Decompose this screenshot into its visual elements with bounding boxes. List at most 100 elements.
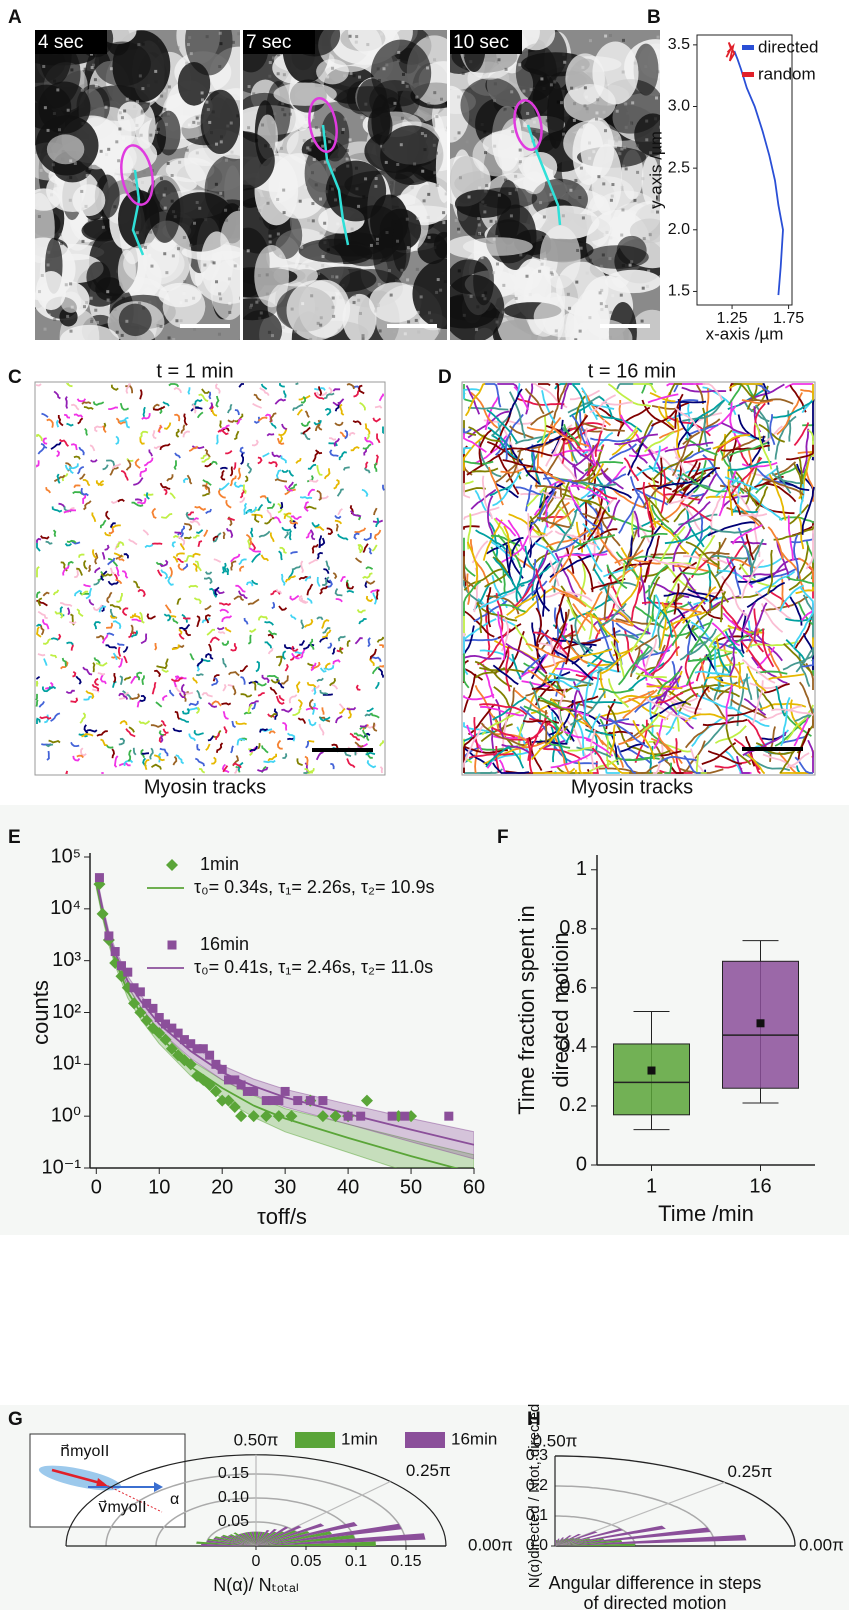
myosin-track bbox=[366, 707, 374, 712]
myosin-track bbox=[170, 677, 183, 682]
myosin-track bbox=[281, 526, 292, 532]
caption: Myosin tracks bbox=[571, 776, 693, 798]
myosin-track bbox=[463, 483, 471, 499]
image-grain bbox=[82, 305, 86, 309]
myosin-track bbox=[254, 514, 260, 523]
myosin-track bbox=[288, 469, 294, 477]
myosin-track bbox=[740, 613, 747, 654]
myosin-track bbox=[541, 481, 570, 523]
myosin-track bbox=[379, 740, 384, 747]
myosin-track bbox=[36, 566, 40, 578]
image-grain bbox=[222, 238, 226, 242]
image-grain bbox=[219, 297, 223, 301]
image-grain bbox=[118, 111, 122, 115]
image-blob bbox=[435, 132, 447, 203]
x-tick-label: 0.05 bbox=[290, 1553, 321, 1570]
myosin-track bbox=[466, 541, 479, 590]
image-grain bbox=[270, 334, 274, 338]
myosin-track bbox=[309, 529, 316, 541]
myosin-track bbox=[364, 436, 374, 446]
myosin-track bbox=[574, 395, 586, 439]
image-grain bbox=[132, 105, 136, 109]
image-grain bbox=[615, 139, 619, 143]
image-grain bbox=[217, 332, 221, 336]
myosin-track bbox=[644, 495, 670, 523]
image-grain bbox=[361, 334, 365, 338]
myosin-track bbox=[508, 388, 523, 418]
image-grain bbox=[611, 183, 615, 187]
myosin-track bbox=[488, 466, 504, 506]
image-grain bbox=[171, 254, 175, 258]
image-grain bbox=[43, 106, 47, 110]
image-grain bbox=[405, 217, 409, 221]
myosin-track bbox=[163, 613, 172, 622]
data-point bbox=[184, 1058, 197, 1071]
myosin-track bbox=[128, 726, 135, 733]
image-grain bbox=[113, 205, 117, 209]
myosin-track bbox=[251, 579, 259, 586]
panel-letter: B bbox=[647, 7, 661, 28]
image-grain bbox=[156, 127, 160, 131]
myosin-track bbox=[681, 472, 728, 493]
myosin-track bbox=[36, 626, 42, 638]
image-grain bbox=[137, 43, 141, 47]
myosin-track bbox=[590, 437, 631, 443]
myosin-track bbox=[646, 556, 696, 569]
myosin-track bbox=[373, 462, 378, 472]
myosin-track bbox=[72, 670, 77, 678]
image-grain bbox=[268, 61, 272, 65]
myosin-track bbox=[160, 719, 167, 727]
myosin-track bbox=[235, 584, 246, 593]
myosin-track bbox=[463, 434, 486, 471]
myosin-track bbox=[686, 399, 726, 432]
image-grain bbox=[518, 148, 522, 152]
myosin-track bbox=[706, 388, 710, 429]
myosin-track bbox=[633, 558, 661, 565]
myosin-track bbox=[328, 437, 337, 441]
myosin-track bbox=[565, 640, 589, 665]
myosin-track bbox=[630, 612, 654, 653]
image-grain bbox=[47, 313, 51, 317]
myosin-track bbox=[159, 482, 171, 490]
image-grain bbox=[186, 43, 190, 47]
myosin-track bbox=[83, 583, 91, 588]
image-grain bbox=[154, 69, 158, 73]
myosin-track bbox=[359, 724, 368, 728]
bar bbox=[256, 1533, 426, 1546]
myosin-track bbox=[338, 451, 347, 461]
image-grain bbox=[396, 239, 400, 243]
myosin-track bbox=[557, 677, 594, 685]
myosin-track bbox=[366, 760, 377, 769]
myosin-track bbox=[105, 510, 111, 520]
myosin-track bbox=[573, 499, 605, 533]
myosin-track bbox=[362, 572, 373, 579]
myosin-track bbox=[573, 687, 580, 719]
myosin-track bbox=[596, 527, 621, 566]
myosin-track bbox=[48, 685, 57, 690]
bar bbox=[555, 1527, 711, 1546]
myosin-track bbox=[119, 675, 123, 686]
myosin-track bbox=[779, 584, 805, 612]
image-blob bbox=[604, 269, 660, 294]
y-tick-label: 1.5 bbox=[668, 283, 690, 300]
myosin-track bbox=[117, 646, 122, 657]
image-grain bbox=[197, 121, 201, 125]
image-grain bbox=[148, 253, 152, 257]
image-grain bbox=[170, 199, 174, 203]
myosin-track bbox=[586, 611, 620, 644]
image-grain bbox=[611, 294, 615, 298]
myosin-track bbox=[781, 735, 808, 745]
myosin-track bbox=[749, 398, 794, 405]
data-point bbox=[272, 1110, 285, 1123]
image-grain bbox=[131, 180, 135, 184]
myosin-track bbox=[358, 545, 362, 554]
image-grain bbox=[81, 239, 85, 243]
myosin-track bbox=[279, 383, 285, 388]
myosin-track bbox=[609, 486, 649, 510]
myosin-track bbox=[605, 731, 609, 768]
image-grain bbox=[528, 293, 532, 297]
data-point bbox=[128, 997, 141, 1010]
myosin-track bbox=[356, 609, 366, 614]
image-grain bbox=[276, 197, 280, 201]
image-grain bbox=[302, 139, 306, 143]
